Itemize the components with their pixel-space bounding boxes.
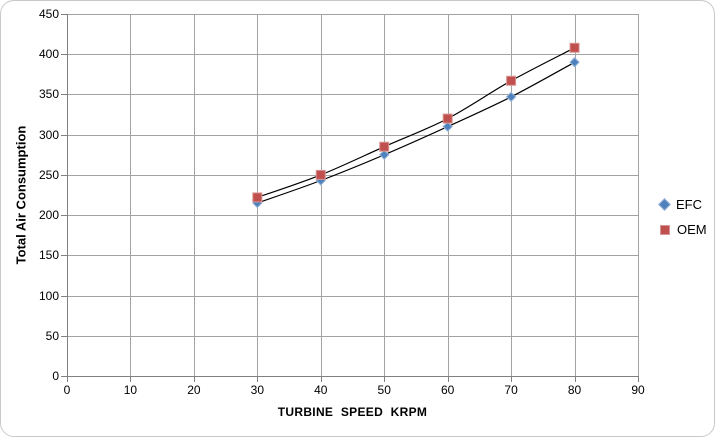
legend-item-efc: EFC (658, 197, 707, 212)
legend-item-oem: OEM (660, 222, 707, 237)
y-tick-label: 450 (38, 7, 59, 21)
y-tick-label: 400 (38, 47, 59, 62)
y-tick-label: 100 (38, 288, 59, 303)
x-axis-title: TURBINE SPEED KRPM (277, 405, 428, 419)
x-tick-label: 40 (314, 383, 328, 397)
legend: EFC OEM (658, 197, 707, 237)
x-tick-label: 20 (187, 383, 201, 397)
y-tick-label: 250 (38, 167, 59, 182)
x-tick-label: 50 (377, 383, 391, 397)
legend-label-efc: EFC (676, 197, 702, 212)
oem-square-marker-icon (660, 224, 670, 235)
legend-label-oem: OEM (677, 222, 707, 237)
x-tick-label: 90 (631, 383, 645, 397)
x-tick-label: 10 (123, 383, 138, 397)
x-tick-label: 70 (504, 383, 518, 397)
y-tick-label: 150 (38, 248, 59, 263)
x-tick-label: 30 (250, 383, 264, 397)
x-tick-label: 80 (567, 383, 582, 397)
y-tick-label: 50 (45, 328, 59, 343)
y-axis-title: Total Air Consumption (13, 125, 29, 265)
y-tick-label: 200 (38, 208, 59, 223)
x-tick-label: 60 (440, 383, 455, 397)
y-tick-label: 0 (52, 369, 59, 383)
x-tick-label: 0 (63, 383, 71, 397)
y-tick-label: 350 (38, 87, 59, 102)
y-tick-label: 300 (38, 127, 59, 142)
efc-diamond-marker-icon (658, 198, 671, 211)
